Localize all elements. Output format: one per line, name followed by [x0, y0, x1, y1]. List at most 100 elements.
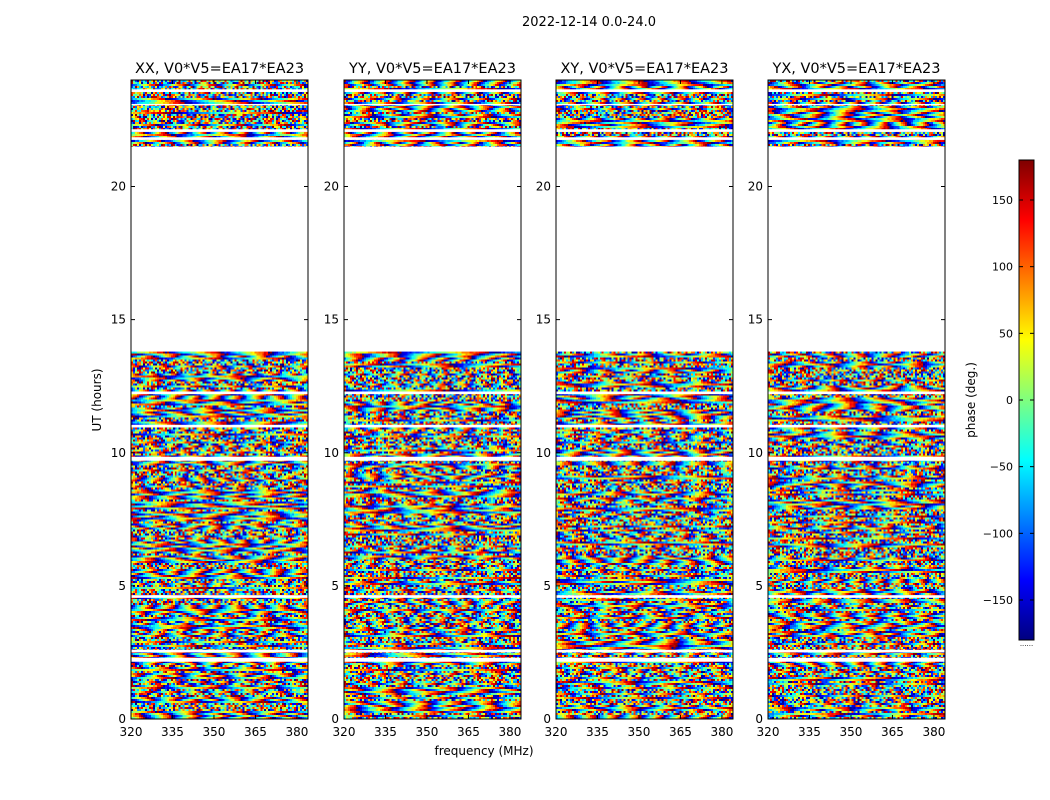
flagged-interval [768, 103, 945, 106]
flagged-interval [344, 595, 521, 598]
figure-suptitle: 2022-12-14 0.0-24.0 [522, 15, 656, 30]
y-tick-label: 20 [536, 180, 551, 194]
x-tick-label: 320 [120, 725, 143, 739]
x-tick-label: 320 [545, 725, 568, 739]
x-tick-label: 350 [628, 725, 651, 739]
heatmap-panels: XX, V0*V5=EA17*EA23 320 335 350 365 380 0 5 10 15… [111, 61, 946, 739]
colorbar-tick-label: 50 [999, 327, 1013, 340]
flagged-interval [131, 137, 308, 140]
flagged-interval [344, 137, 521, 140]
flagged-interval [131, 146, 308, 352]
x-tick-label: 320 [333, 725, 356, 739]
y-tick-label: 0 [331, 712, 339, 726]
flagged-interval [131, 595, 308, 598]
y-tick-label: 0 [543, 712, 551, 726]
flagged-interval [344, 456, 521, 461]
flagged-interval [344, 391, 521, 395]
flagged-interval [344, 103, 521, 106]
panel-frame [767, 79, 946, 720]
colorbar-extension-marker: ······ [1020, 642, 1033, 650]
y-tick-label: 10 [324, 446, 339, 460]
flagged-interval [344, 424, 521, 428]
panel-xy: XY, V0*V5=EA17*EA23 320 335 350 365 380 0 5 10 15… [536, 61, 734, 739]
flagged-interval [556, 391, 733, 395]
y-tick-label: 20 [324, 180, 339, 194]
y-tick-label: 0 [755, 712, 763, 726]
panel-yy: YY, V0*V5=EA17*EA23 320 335 350 365 380 0 5 10 15… [324, 61, 522, 739]
flagged-interval [556, 103, 733, 106]
y-tick-label: 5 [755, 579, 763, 593]
y-tick-label: 15 [748, 313, 763, 327]
flagged-interval [768, 137, 945, 140]
flagged-interval [131, 129, 308, 132]
colorbar-tick-label: −150 [983, 594, 1013, 607]
flagged-interval [768, 391, 945, 395]
x-tick-label: 335 [374, 725, 397, 739]
phase-colorbar: 150 100 50 0 −50 −100 −150 phase (deg.) ······ [964, 159, 1035, 650]
panel-frame [130, 79, 309, 720]
flagged-interval [131, 649, 308, 653]
x-tick-label: 380 [922, 725, 945, 739]
flagged-interval [768, 657, 945, 662]
y-tick-label: 5 [331, 579, 339, 593]
colorbar-tick-label: 0 [1006, 394, 1013, 407]
x-axis-label: frequency (MHz) [434, 744, 533, 758]
flagged-interval [556, 89, 733, 92]
x-tick-label: 365 [669, 725, 692, 739]
flagged-interval [131, 103, 308, 106]
flagged-interval [131, 89, 308, 92]
x-tick-label: 320 [757, 725, 780, 739]
panel-title: YX, V0*V5=EA17*EA23 [771, 61, 940, 77]
flagged-interval [131, 657, 308, 662]
panel-title: XY, V0*V5=EA17*EA23 [560, 61, 728, 77]
flagged-interval [768, 424, 945, 428]
flagged-interval [768, 456, 945, 461]
flagged-interval [768, 129, 945, 132]
y-tick-label: 10 [111, 446, 126, 460]
flagged-interval [556, 424, 733, 428]
flagged-interval [344, 129, 521, 132]
y-tick-label: 15 [536, 313, 551, 327]
y-tick-label: 15 [324, 313, 339, 327]
y-axis-label: UT (hours) [90, 368, 104, 431]
flagged-interval [344, 146, 521, 352]
flagged-interval [131, 424, 308, 428]
flagged-interval [768, 89, 945, 92]
x-tick-label: 380 [498, 725, 521, 739]
colorbar-tick-label: 100 [992, 261, 1013, 274]
flagged-interval [344, 89, 521, 92]
flagged-interval [344, 657, 521, 662]
x-tick-label: 365 [881, 725, 904, 739]
y-tick-label: 5 [118, 579, 126, 593]
y-tick-label: 5 [543, 579, 551, 593]
panel-frame [343, 79, 522, 720]
panel-title: YY, V0*V5=EA17*EA23 [348, 61, 516, 77]
flagged-interval [344, 649, 521, 653]
colorbar-tick-label: −50 [990, 461, 1013, 474]
flagged-interval [556, 456, 733, 461]
y-tick-label: 15 [111, 313, 126, 327]
y-tick-label: 20 [748, 180, 763, 194]
y-tick-label: 20 [111, 180, 126, 194]
colorbar-label: phase (deg.) [964, 362, 978, 438]
flagged-interval [768, 649, 945, 653]
x-tick-label: 380 [710, 725, 733, 739]
flagged-interval [556, 595, 733, 598]
y-tick-label: 0 [118, 712, 126, 726]
x-tick-label: 365 [457, 725, 480, 739]
panel-xx: XX, V0*V5=EA17*EA23 320 335 350 365 380 0 5 10 15… [111, 61, 309, 739]
flagged-interval [131, 456, 308, 461]
x-tick-label: 365 [244, 725, 267, 739]
flagged-interval [768, 146, 945, 352]
x-tick-label: 335 [586, 725, 609, 739]
flagged-interval [556, 657, 733, 662]
colorbar-tick-label: −100 [983, 527, 1013, 540]
flagged-interval [556, 146, 733, 352]
x-tick-label: 350 [416, 725, 439, 739]
flagged-interval [556, 137, 733, 140]
panel-title: XX, V0*V5=EA17*EA23 [135, 61, 304, 77]
flagged-interval [768, 595, 945, 598]
x-tick-label: 380 [285, 725, 308, 739]
colorbar-tick-label: 150 [992, 194, 1013, 207]
